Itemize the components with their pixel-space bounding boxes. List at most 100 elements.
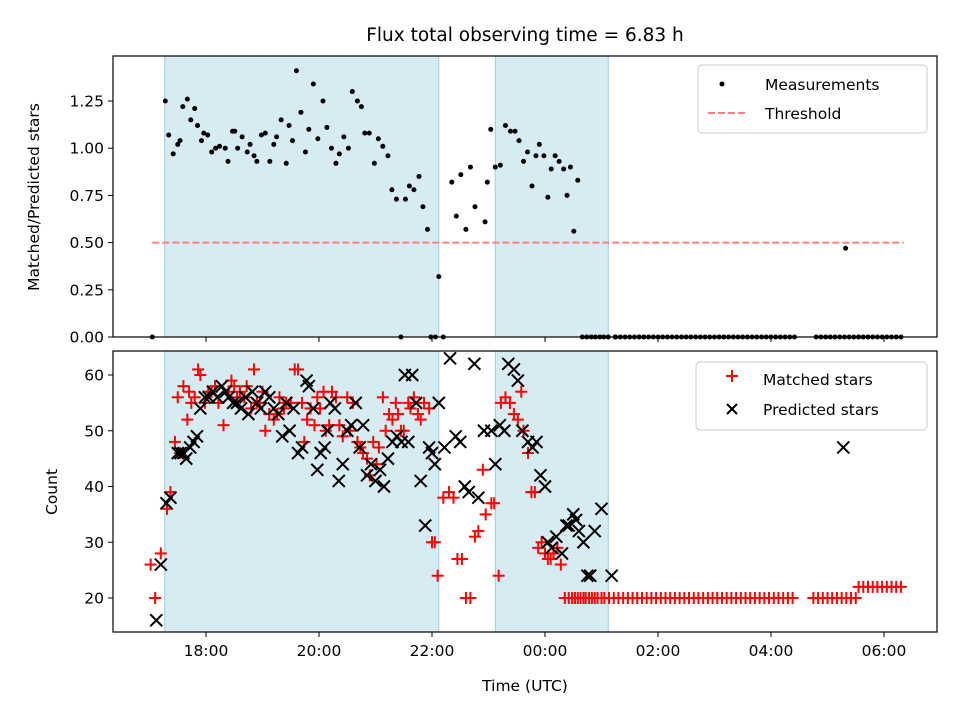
matched-stars-points [144, 363, 907, 604]
predicted-star-point [588, 524, 602, 538]
matched-star-point [492, 569, 505, 582]
measurement-point [251, 153, 257, 159]
measurement-point [529, 183, 535, 189]
measurement-point [349, 89, 355, 95]
y-tick-label: 0.50 [69, 234, 104, 252]
matched-star-point [386, 413, 399, 426]
y-tick-label: 0.00 [69, 329, 104, 347]
predicted-star-point [373, 463, 387, 477]
matched-star-point [402, 396, 415, 409]
predicted-star-point [497, 424, 512, 438]
matched-star-point [192, 363, 205, 376]
y-tick-label: 1.25 [69, 93, 104, 111]
predicted-star-point [159, 496, 174, 510]
predicted-star-point [576, 535, 591, 549]
predicted-star-point [226, 396, 240, 410]
shaded-span-1 [494, 55, 609, 338]
y-tick-label: 40 [84, 478, 104, 496]
measurement-point [375, 136, 381, 142]
legend-threshold-label: Threshold [764, 105, 841, 123]
predicted-star-point [171, 446, 185, 460]
predicted-star-point [541, 535, 555, 549]
predicted-star-point [418, 518, 432, 533]
predicted-star-point [555, 546, 569, 561]
measurement-point [333, 160, 339, 166]
x-tick-label: 22:00 [410, 642, 455, 660]
predicted-star-point [340, 424, 354, 438]
measurement-point [345, 145, 351, 151]
predicted-star-point [262, 390, 276, 405]
predicted-star-point [545, 541, 559, 555]
predicted-star-point [562, 518, 576, 533]
matched-star-point [894, 580, 907, 593]
predicted-star-point [471, 490, 486, 505]
legend-predicted-label: Predicted stars [763, 401, 879, 419]
predicted-star-point [352, 440, 367, 455]
measurement-point [258, 132, 264, 138]
matched-star-point [379, 424, 392, 437]
measurement-point [411, 187, 417, 193]
chart-title: Flux total observing time = 6.83 h [366, 25, 684, 46]
measurement-point [497, 162, 503, 168]
predicted-star-point [302, 379, 316, 393]
predicted-star-point [580, 568, 595, 583]
predicted-star-point [328, 401, 342, 416]
y-tick-label: 20 [84, 590, 104, 608]
matched-star-point [447, 491, 460, 504]
predicted-star-point [462, 485, 476, 499]
measurement-point [180, 104, 186, 110]
measurement-point [541, 153, 547, 159]
matched-star-point [248, 363, 261, 376]
matched-star-point [511, 413, 524, 426]
matched-star-point [171, 391, 184, 404]
measurement-point [512, 128, 518, 134]
matched-star-point [361, 452, 374, 465]
matched-star-point [311, 391, 324, 404]
bottom-panel: 20 30 40 50 60 18:00 20:00 22:00 00:00 02:00 04:0… [43, 350, 938, 695]
matched-star-point [367, 435, 380, 448]
legend-measurements-marker [719, 81, 725, 87]
predicted-star-point [210, 390, 225, 405]
measurement-point [393, 196, 399, 202]
bottom-y-axis-label: Count [43, 469, 61, 515]
measurement-point [306, 126, 312, 132]
measurement-point [341, 134, 347, 140]
measurement-point [195, 123, 201, 129]
legend-matched-marker [726, 370, 738, 382]
measurement-point [239, 134, 245, 140]
measurement-point [293, 68, 299, 74]
measurement-point [354, 98, 360, 104]
measurement-point [278, 117, 284, 123]
predicted-star-point [245, 385, 260, 399]
matched-star-point [376, 391, 389, 404]
predicted-star-point [413, 474, 428, 488]
matched-star-point [292, 363, 305, 376]
legend-predicted-marker [726, 403, 738, 415]
measurement-point [556, 158, 562, 164]
predicted-star-point [437, 440, 452, 455]
predicted-star-point [356, 418, 370, 432]
measurement-point [175, 141, 181, 147]
matched-star-point [414, 413, 427, 426]
matched-star-point [476, 463, 489, 476]
measurement-point [232, 128, 238, 134]
measurement-point [492, 164, 498, 170]
matched-star-point [397, 424, 410, 437]
measurement-point [521, 158, 527, 164]
matched-star-point [149, 592, 162, 604]
measurement-point [449, 179, 455, 185]
measurement-point [177, 138, 183, 144]
matched-star-point [154, 547, 167, 560]
predicted-star-point [428, 457, 442, 471]
predicted-star-point [306, 401, 321, 416]
matched-star-point [392, 408, 405, 421]
top-legend-box [697, 64, 928, 134]
predicted-star-point [604, 568, 619, 583]
measurement-point [209, 149, 215, 155]
predicted-star-point [234, 401, 248, 416]
measurement-point [536, 141, 542, 147]
predicted-star-point [190, 429, 204, 444]
measurement-point [385, 153, 391, 159]
predicted-star-point [525, 440, 540, 455]
x-tick-label: 20:00 [297, 642, 342, 660]
